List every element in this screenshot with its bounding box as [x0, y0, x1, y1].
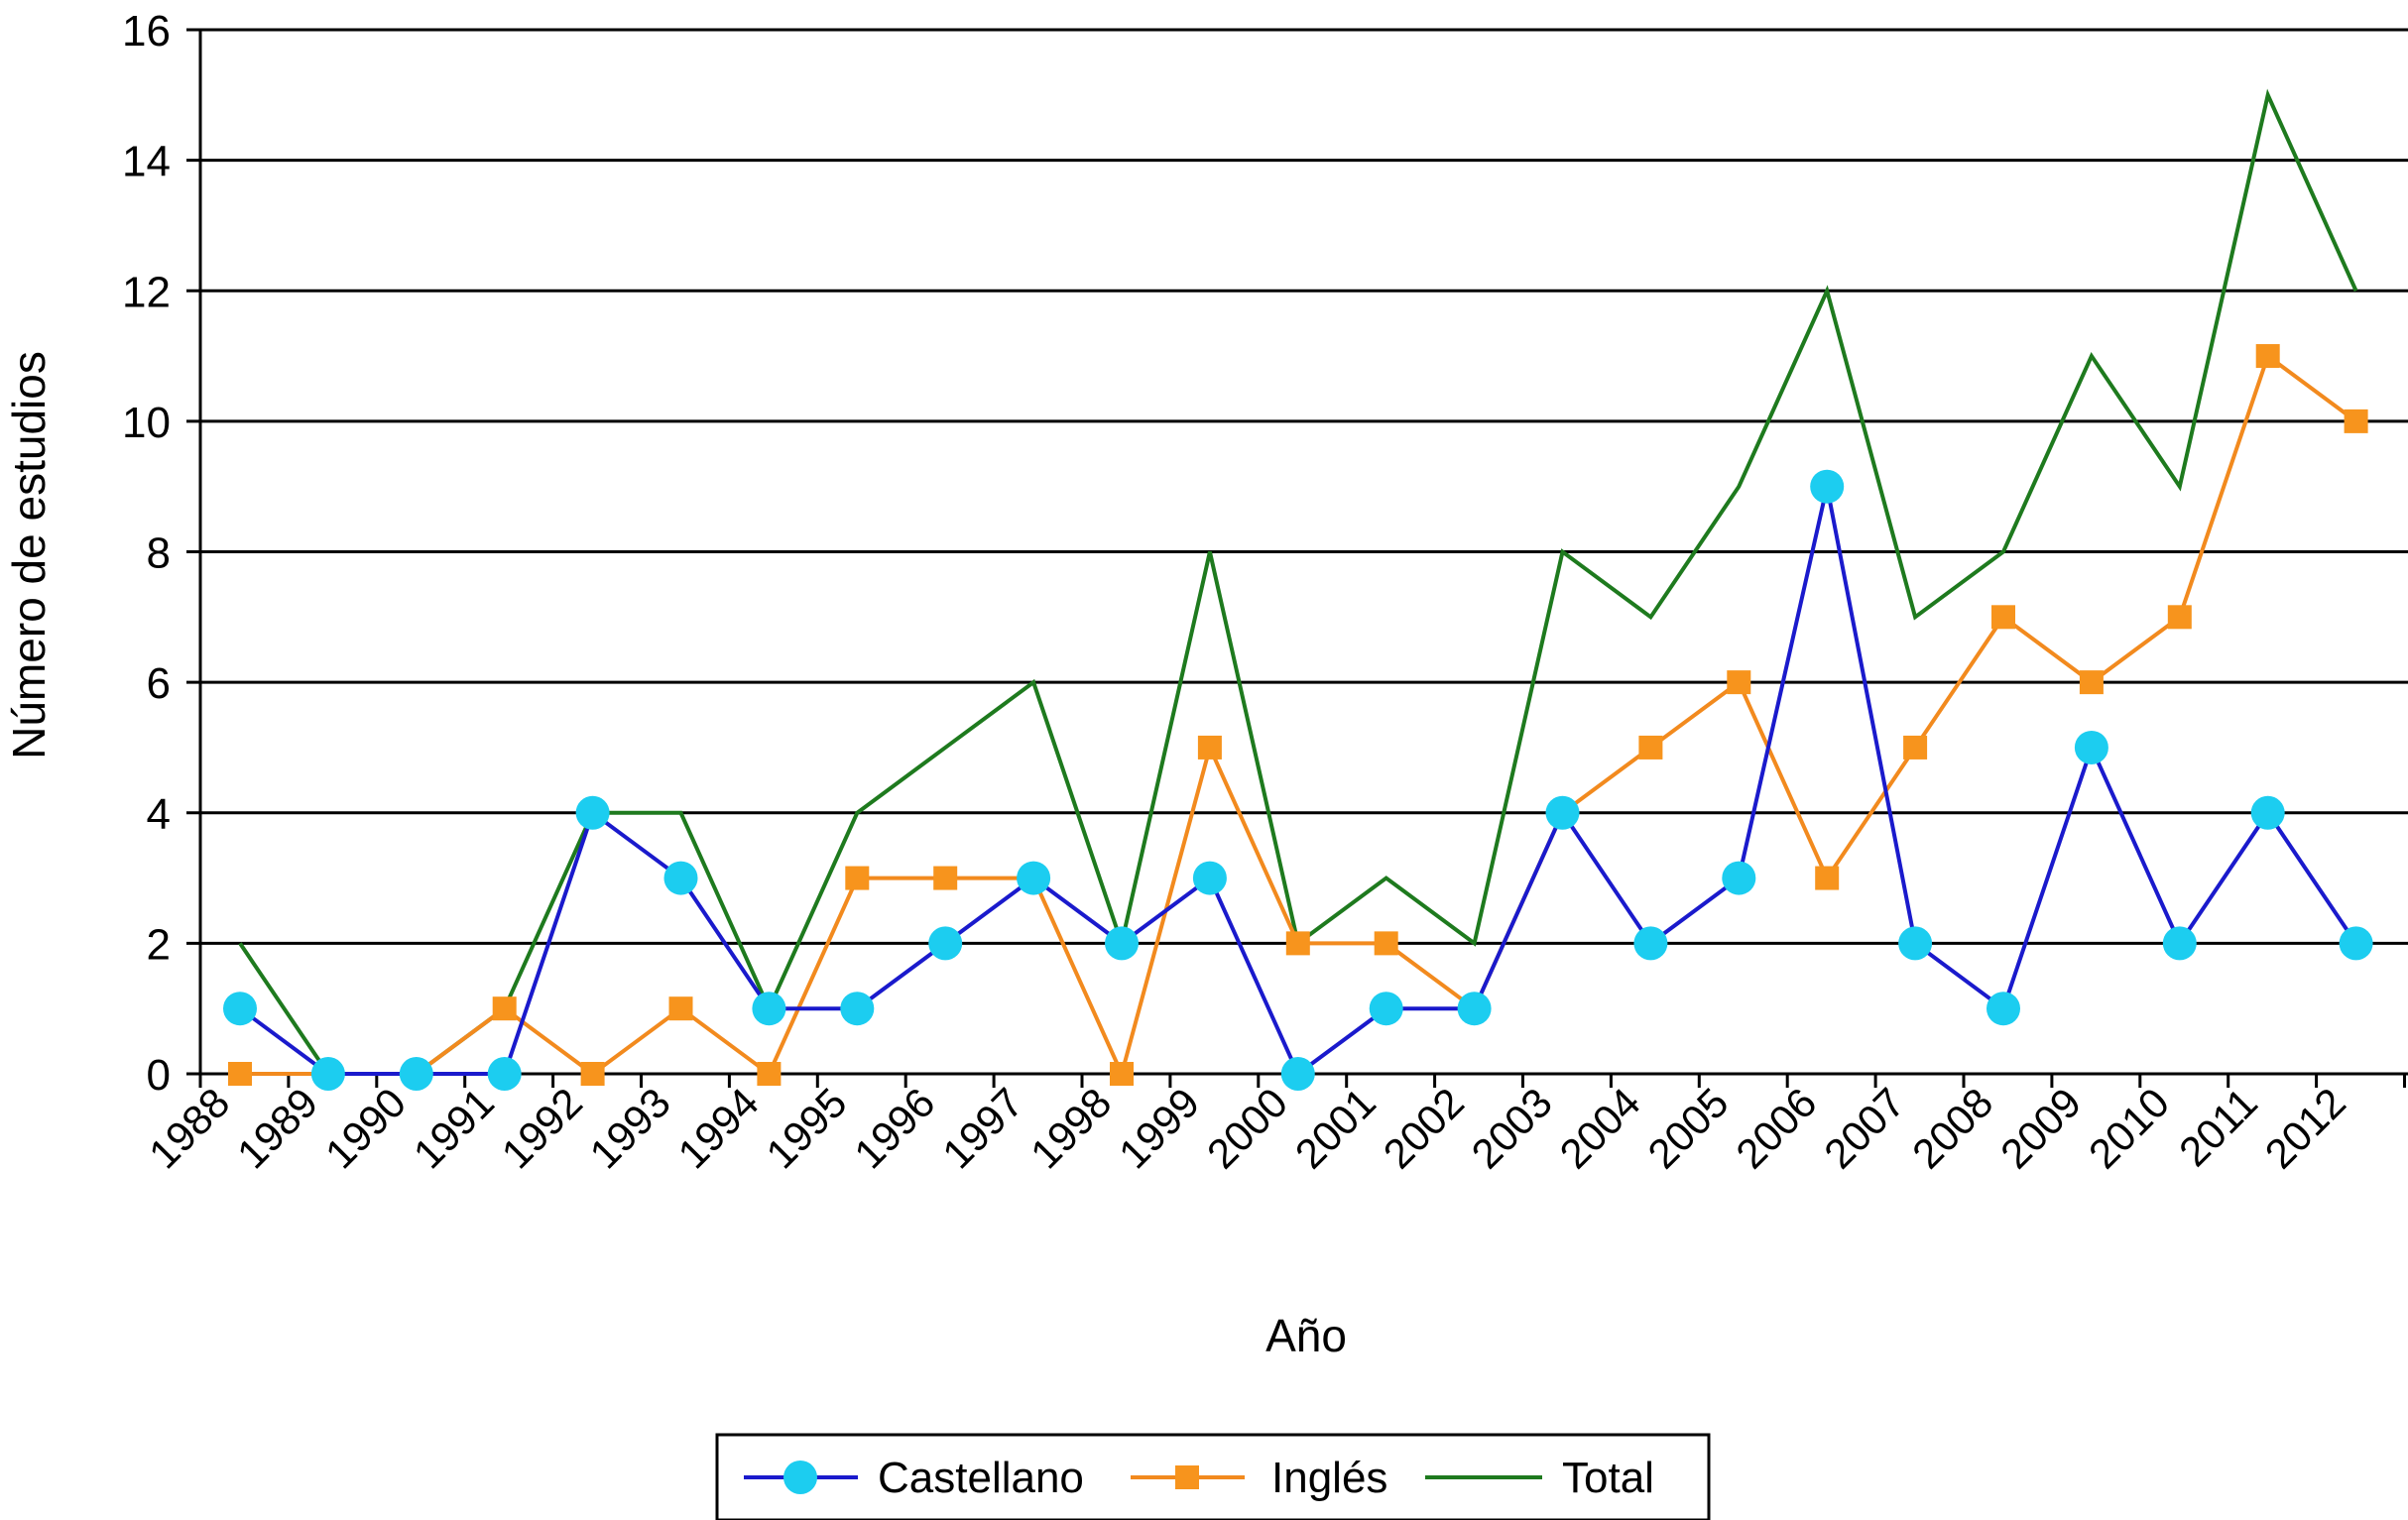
x-tick-label: 1994: [668, 1079, 767, 1177]
y-axis-label: Número de estudios: [3, 351, 55, 760]
x-tick-label: 1989: [228, 1079, 326, 1177]
point-ingles: [1815, 866, 1840, 890]
x-tick-label: 2008: [1903, 1079, 2001, 1177]
point-castellano: [223, 992, 257, 1026]
x-tick-label: 1997: [933, 1079, 1031, 1177]
point-ingles: [1638, 735, 1663, 760]
point-castellano: [399, 1057, 433, 1091]
point-ingles: [492, 996, 517, 1021]
point-castellano: [663, 861, 698, 895]
x-tick-label: 1999: [1110, 1079, 1208, 1177]
x-tick-label: 2007: [1815, 1079, 1913, 1177]
point-castellano: [575, 795, 610, 830]
x-tick-labels: 1988198919901991199219931994199519961997…: [140, 1079, 2354, 1177]
point-ingles: [757, 1062, 782, 1086]
legend-castellano-label: Castellano: [878, 1454, 1084, 1502]
y-tick-label: 16: [122, 7, 171, 56]
y-tick-label: 8: [147, 529, 171, 578]
point-ingles: [2167, 605, 2192, 630]
x-tick-label: 2005: [1638, 1079, 1737, 1177]
point-ingles: [2255, 344, 2280, 369]
point-castellano: [2250, 795, 2285, 830]
point-castellano: [840, 992, 875, 1026]
x-tick-label: 1992: [493, 1079, 591, 1177]
series-line-ingles: [240, 352, 2357, 1080]
legend: Castellano Inglés Total: [715, 1433, 1711, 1520]
legend-ingles-label: Inglés: [1271, 1454, 1387, 1502]
x-tick-label: 2011: [2170, 1079, 2266, 1175]
point-ingles: [1903, 735, 1928, 760]
point-castellano: [1457, 992, 1492, 1026]
y-tick-label: 14: [122, 138, 171, 186]
point-ingles: [228, 1062, 252, 1086]
y-tick-labels: 0 2 4 6 8 10 12 14 16: [122, 7, 171, 1100]
point-ingles: [2344, 409, 2368, 433]
point-castellano: [1810, 469, 1845, 504]
x-tick-label: 2002: [1375, 1079, 1473, 1177]
x-tick-label: 2004: [1550, 1079, 1648, 1177]
point-castellano: [1105, 926, 1139, 961]
point-castellano: [928, 926, 963, 961]
x-tick-label: 2000: [1198, 1079, 1296, 1177]
point-castellano: [1280, 1057, 1315, 1091]
point-castellano: [1722, 861, 1756, 895]
series-line-castellano: [238, 486, 2358, 1078]
y-tick-label: 6: [147, 659, 171, 708]
y-tick-label: 10: [122, 399, 171, 447]
point-castellano: [752, 992, 786, 1026]
x-tick-label: 2009: [1991, 1079, 2090, 1177]
point-castellano: [1987, 992, 2020, 1026]
legend-ingles-marker: [1175, 1465, 1199, 1489]
point-castellano: [1369, 992, 1403, 1026]
x-tick-label: 1995: [757, 1079, 855, 1177]
axes: [186, 28, 2408, 1088]
point-ingles: [1991, 605, 2015, 630]
point-castellano: [2162, 926, 2197, 961]
point-ingles: [580, 1062, 605, 1086]
y-tick-label: 4: [147, 790, 171, 839]
x-tick-label: 1993: [581, 1079, 679, 1177]
series-line-total: [238, 88, 2358, 1076]
point-castellano: [2074, 730, 2108, 764]
y-tick-label: 12: [122, 268, 171, 316]
point-ingles: [668, 996, 693, 1021]
x-tick-label: 2003: [1463, 1079, 1561, 1177]
x-tick-label: 1998: [1022, 1079, 1120, 1177]
point-ingles: [845, 866, 870, 890]
point-castellano: [487, 1057, 522, 1091]
point-castellano: [1545, 795, 1580, 830]
point-castellano: [1898, 926, 1933, 961]
y-tick-label: 2: [147, 920, 171, 969]
point-ingles: [1285, 931, 1310, 956]
y-tick-label: 0: [147, 1051, 171, 1100]
series-group: [223, 88, 2373, 1091]
point-ingles: [1197, 735, 1222, 760]
point-ingles: [2079, 670, 2104, 695]
x-tick-label: 2012: [2256, 1079, 2354, 1177]
x-tick-label: 2001: [1286, 1079, 1385, 1177]
point-castellano: [1017, 861, 1051, 895]
x-tick-label: 2006: [1727, 1079, 1825, 1177]
x-tick-label: 1990: [316, 1079, 415, 1177]
x-tick-label: 1991: [405, 1079, 503, 1177]
legend-total-label: Total: [1562, 1454, 1654, 1502]
point-castellano: [310, 1057, 345, 1091]
x-tick-label: 2010: [2080, 1079, 2178, 1177]
x-axis-label: Año: [1265, 1310, 1347, 1361]
point-castellano: [2339, 926, 2373, 961]
point-ingles: [1110, 1062, 1134, 1086]
point-ingles: [1374, 931, 1398, 956]
point-castellano: [1633, 926, 1668, 961]
point-ingles: [1727, 670, 1751, 695]
point-castellano: [1192, 861, 1227, 895]
point-ingles: [933, 866, 958, 890]
gridlines: [200, 28, 2408, 945]
x-tick-label: 1996: [845, 1079, 943, 1177]
legend-castellano-marker: [783, 1461, 817, 1494]
